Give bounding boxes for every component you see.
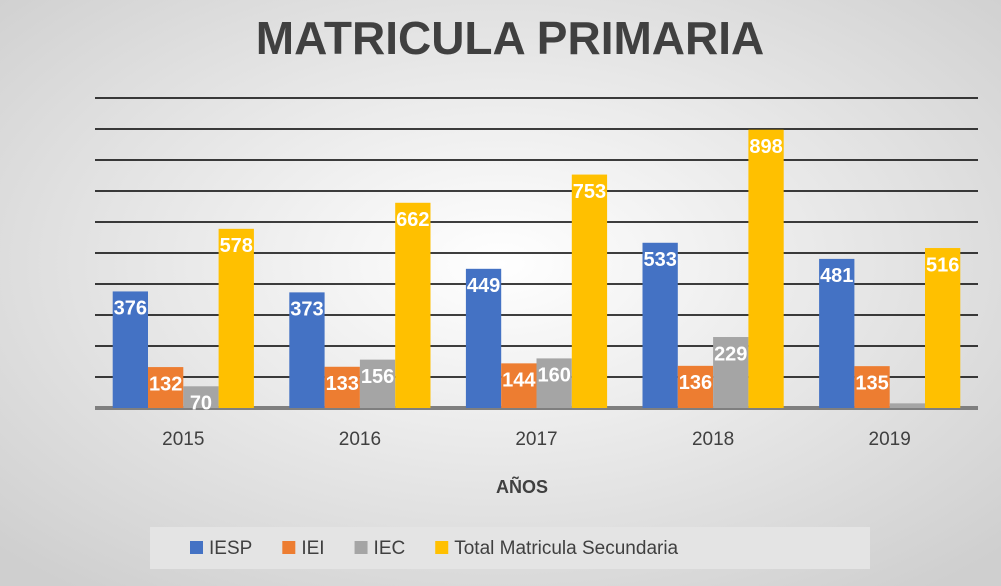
data-label: 753	[573, 181, 606, 203]
data-label: 144	[502, 370, 536, 392]
data-label: 373	[290, 299, 323, 321]
data-label: 132	[149, 373, 182, 395]
data-label: 533	[643, 249, 676, 271]
data-label: 70	[190, 393, 212, 415]
legend-label: Total Matricula Secundaria	[454, 538, 678, 559]
bar	[571, 174, 608, 408]
bar	[854, 366, 890, 408]
bar	[748, 129, 784, 408]
bar	[642, 242, 678, 408]
legend-box	[150, 527, 870, 569]
data-label: 156	[361, 366, 394, 388]
bar	[501, 363, 537, 408]
x-tick-label: 2016	[339, 429, 381, 450]
x-tick-label: 2015	[162, 429, 204, 450]
bar	[819, 258, 855, 408]
legend-swatch	[435, 541, 449, 554]
data-label: 578	[220, 235, 253, 257]
bar	[289, 292, 325, 408]
legend-label: IESP	[209, 538, 252, 559]
data-label: 449	[467, 275, 500, 297]
bar	[148, 367, 184, 408]
bar	[889, 403, 925, 408]
data-label: 516	[926, 254, 959, 276]
bar	[536, 358, 572, 408]
data-label: 376	[114, 298, 147, 320]
data-label: 898	[749, 136, 782, 158]
x-tick-label: 2019	[869, 429, 911, 450]
chart-title: MATRICULA PRIMARIA	[256, 12, 765, 64]
data-label: 229	[714, 343, 747, 365]
legend-label: IEC	[374, 538, 406, 559]
data-label: 133	[326, 373, 359, 395]
data-label: 481	[820, 265, 853, 287]
x-axis-title: AÑOS	[496, 476, 548, 497]
data-label: 135	[855, 372, 888, 394]
bar	[324, 366, 360, 408]
bar	[359, 359, 396, 408]
x-tick-label: 2017	[515, 429, 557, 450]
data-label: 662	[396, 209, 429, 231]
legend-swatch	[354, 541, 368, 554]
bar	[218, 228, 254, 408]
data-label: 136	[679, 372, 712, 394]
bar	[112, 291, 148, 408]
legend-label: IEI	[301, 538, 324, 559]
x-tick-label: 2018	[692, 429, 734, 450]
bar	[395, 202, 431, 408]
bar	[713, 337, 749, 408]
bar	[183, 386, 219, 408]
bar	[925, 248, 961, 408]
legend-swatch	[190, 541, 203, 554]
legend-swatch	[282, 541, 296, 554]
data-label: 160	[537, 365, 570, 387]
bar	[465, 268, 502, 408]
bar	[677, 365, 714, 408]
